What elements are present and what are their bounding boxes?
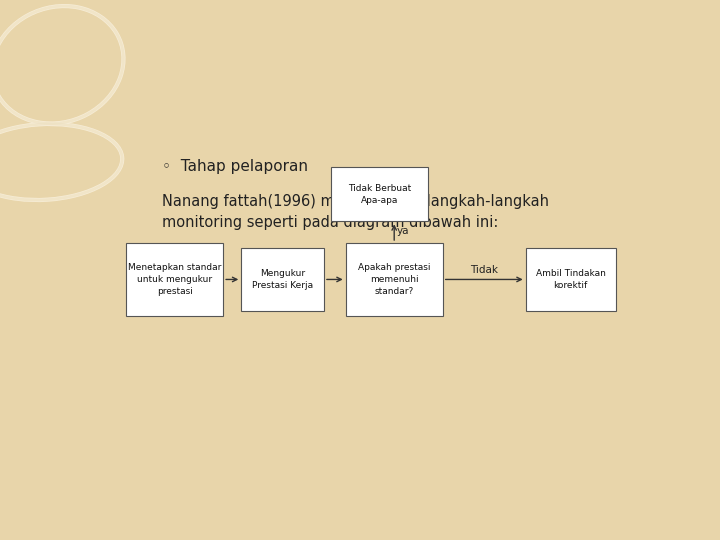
Text: Mengukur
Prestasi Kerja: Mengukur Prestasi Kerja — [252, 269, 313, 290]
Text: Nanang fattah(1996) menyarankan langkah-langkah
monitoring seperti pada diagram : Nanang fattah(1996) menyarankan langkah-… — [162, 194, 549, 231]
Text: Ambil Tindakan
korektif: Ambil Tindakan korektif — [536, 269, 606, 290]
FancyBboxPatch shape — [346, 243, 443, 316]
Text: Tidak Berbuat
Apa-apa: Tidak Berbuat Apa-apa — [348, 184, 411, 205]
Text: Tidak: Tidak — [470, 265, 498, 275]
Text: Apakah prestasi
memenuhi
standar?: Apakah prestasi memenuhi standar? — [358, 263, 431, 296]
FancyBboxPatch shape — [331, 167, 428, 221]
FancyBboxPatch shape — [526, 248, 616, 310]
Text: ◦  Tahap pelaporan: ◦ Tahap pelaporan — [162, 159, 308, 174]
Text: ya: ya — [397, 226, 410, 236]
FancyBboxPatch shape — [241, 248, 324, 310]
Text: Menetapkan standar
untuk mengukur
prestasi: Menetapkan standar untuk mengukur presta… — [128, 263, 221, 296]
FancyBboxPatch shape — [126, 243, 223, 316]
